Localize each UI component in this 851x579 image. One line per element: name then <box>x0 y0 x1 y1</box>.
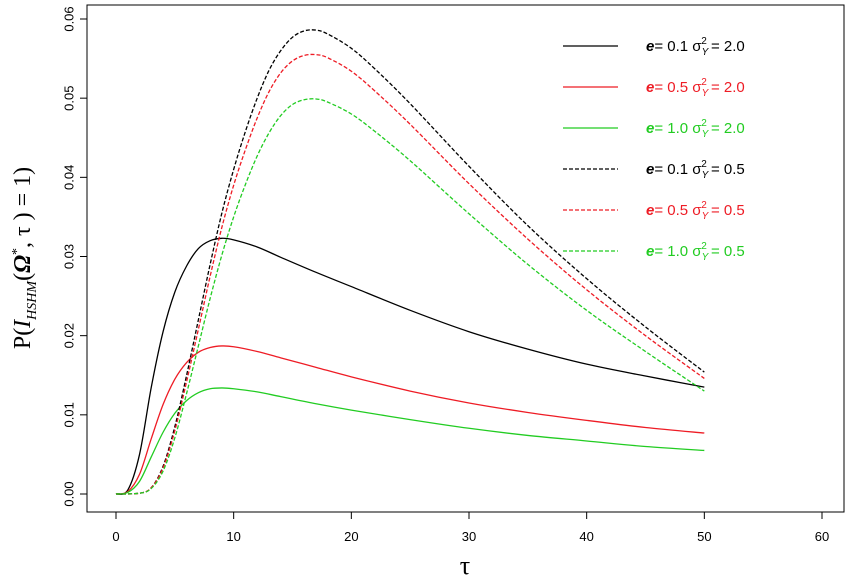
legend-sigma-superscript: 2 <box>701 200 707 211</box>
legend-sigma-superscript: 2 <box>701 36 707 47</box>
y-tick-label-5: 0.05 <box>61 86 76 111</box>
legend-e-value: = 1.0 <box>654 243 692 260</box>
x-tick-label-1: 10 <box>226 529 240 544</box>
x-tick-label-2: 20 <box>344 529 358 544</box>
y-title-open: ( <box>10 273 36 281</box>
x-axis-title: τ <box>460 551 470 579</box>
x-tick-label-5: 50 <box>697 529 711 544</box>
legend-sigma-superscript: 2 <box>701 77 707 88</box>
series-line-4 <box>115 29 705 495</box>
legend-e: e <box>646 120 654 137</box>
series-line-2 <box>115 345 705 495</box>
x-tick-label-4: 40 <box>579 529 593 544</box>
legend-sigma-superscript: 2 <box>701 118 707 129</box>
legend-sigma-subscript: Y <box>702 47 710 58</box>
y-axis-title: P(IHSHM(Ω*, τ ) = 1) <box>10 167 40 349</box>
legend-sigma: σ <box>692 243 702 260</box>
legend-sigma-value: = 0.5 <box>707 161 745 178</box>
legend-label-2: e= 0.5 σY2 = 2.0 <box>646 77 745 99</box>
y-tick-label-2: 0.02 <box>61 323 76 348</box>
legend: e= 0.1 σY2 = 2.0e= 0.5 σY2 = 2.0e= 1.0 σ… <box>563 36 745 263</box>
legend-sigma: σ <box>692 38 702 55</box>
legend-e-value: = 0.5 <box>654 79 692 96</box>
legend-sigma: σ <box>692 120 702 137</box>
legend-e: e <box>646 202 654 219</box>
legend-sigma-value: = 2.0 <box>707 120 745 137</box>
legend-label-1: e= 0.1 σY2 = 2.0 <box>646 36 745 58</box>
legend-sigma-value: = 2.0 <box>707 38 745 55</box>
y-tick-label-0: 0.00 <box>61 481 76 506</box>
legend-label-4: e= 0.1 σY2 = 0.5 <box>646 159 745 181</box>
y-title-subscript: HSHM <box>25 280 40 321</box>
legend-sigma: σ <box>692 202 702 219</box>
series-line-3 <box>115 387 705 495</box>
legend-e-value: = 0.5 <box>654 202 692 219</box>
y-title-star: * <box>10 248 25 255</box>
legend-e: e <box>646 79 654 96</box>
legend-e-value: = 1.0 <box>654 120 692 137</box>
legend-sigma-superscript: 2 <box>701 159 707 170</box>
legend-label-6: e= 1.0 σY2 = 0.5 <box>646 241 745 263</box>
legend-label-5: e= 0.5 σY2 = 0.5 <box>646 200 745 222</box>
y-tick-label-3: 0.03 <box>61 244 76 269</box>
legend-sigma-subscript: Y <box>702 129 710 140</box>
legend-e-value: = 0.1 <box>654 38 692 55</box>
legend-e: e <box>646 161 654 178</box>
y-title-rest: , τ ) = 1) <box>10 167 36 248</box>
legend-sigma: σ <box>692 161 702 178</box>
y-title-omega: Ω <box>10 255 36 273</box>
legend-e-value: = 0.1 <box>654 161 692 178</box>
legend-sigma-value: = 2.0 <box>707 79 745 96</box>
legend-sigma-value: = 0.5 <box>707 243 745 260</box>
legend-sigma-subscript: Y <box>702 211 710 222</box>
x-tick-label-0: 0 <box>112 529 119 544</box>
x-axis: 0 10 20 30 40 50 60 <box>112 511 829 544</box>
y-axis: 0.00 0.01 0.02 0.03 0.04 0.05 0.06 <box>61 6 88 507</box>
y-title-i: I <box>10 319 36 329</box>
legend-e: e <box>646 38 654 55</box>
y-tick-label-6: 0.06 <box>61 6 76 31</box>
legend-label-3: e= 1.0 σY2 = 2.0 <box>646 118 745 140</box>
y-tick-label-4: 0.04 <box>61 165 76 190</box>
legend-sigma-superscript: 2 <box>701 241 707 252</box>
y-title-p: P( <box>10 328 36 349</box>
series-line-6 <box>115 98 705 495</box>
legend-sigma-value: = 0.5 <box>707 202 745 219</box>
legend-e: e <box>646 243 654 260</box>
x-tick-label-3: 30 <box>462 529 476 544</box>
x-tick-label-6: 60 <box>815 529 829 544</box>
legend-sigma-subscript: Y <box>702 88 710 99</box>
series-line-5 <box>115 53 705 495</box>
legend-sigma-subscript: Y <box>702 170 710 181</box>
series-line-1 <box>115 237 705 495</box>
legend-sigma-subscript: Y <box>702 252 710 263</box>
legend-sigma: σ <box>692 79 702 96</box>
y-tick-label-1: 0.01 <box>61 402 76 427</box>
series-layer <box>115 29 705 495</box>
